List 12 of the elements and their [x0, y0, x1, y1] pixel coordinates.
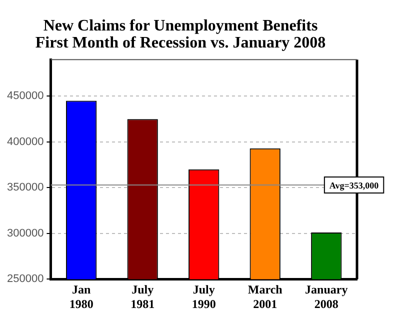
x-tick-label: January 2008: [305, 282, 348, 311]
y-tick-label: 400000: [6, 136, 44, 148]
ref-line-label: Avg=353,000: [329, 180, 380, 190]
x-tick-label: July 1981: [130, 282, 155, 311]
y-tick-label: 350000: [6, 182, 44, 194]
x-tick-label: Jan 1980: [69, 282, 94, 311]
y-tick-label: 250000: [6, 273, 44, 286]
y-tick-label: 450000: [6, 90, 44, 102]
y-tick-label: 300000: [6, 227, 44, 240]
chart-title: New Claims for Unemployment Benefits First Month of Recession vs. January 2008: [35, 18, 326, 52]
x-tick-label: March 2001: [248, 282, 283, 311]
x-tick-label: July 1990: [192, 282, 216, 311]
